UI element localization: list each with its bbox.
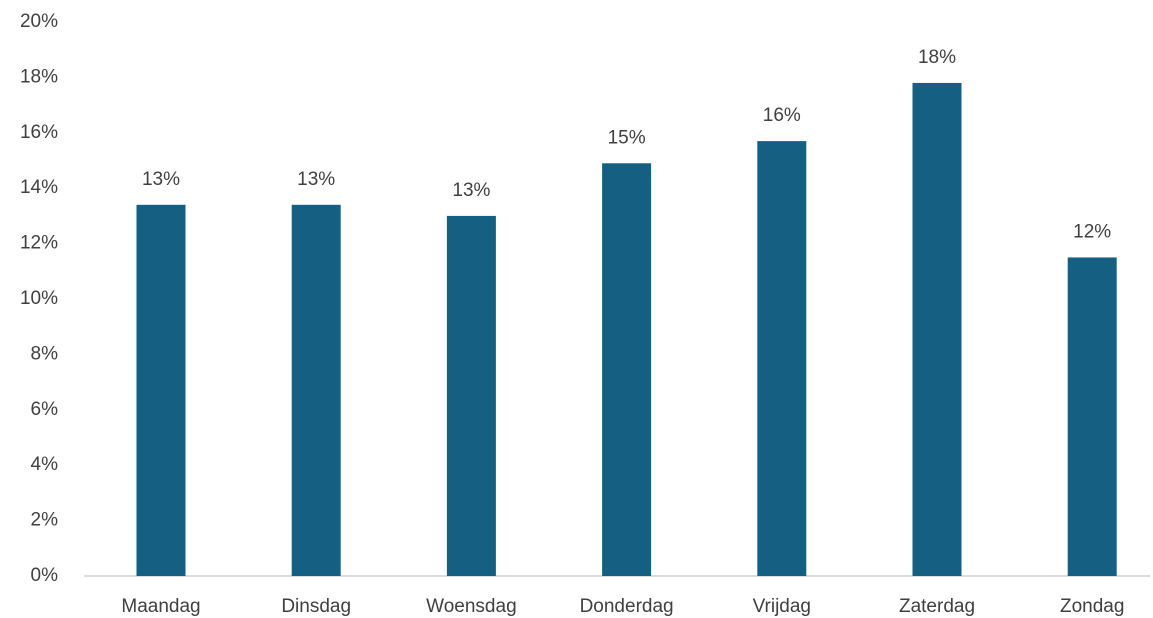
y-tick-label: 6% <box>31 399 59 420</box>
y-tick-label: 8% <box>31 343 59 364</box>
data-label: 13% <box>297 169 335 190</box>
y-tick-label: 0% <box>31 565 59 586</box>
x-tick-label: Donderdag <box>580 596 674 617</box>
data-label: 18% <box>918 47 956 68</box>
y-tick-label: 12% <box>20 233 58 254</box>
y-tick-label: 14% <box>20 177 58 198</box>
bar <box>912 82 962 576</box>
data-label: 13% <box>142 169 180 190</box>
y-tick-label: 18% <box>20 66 58 87</box>
bar <box>291 204 341 576</box>
bar <box>136 204 186 576</box>
y-tick-label: 16% <box>20 122 58 143</box>
y-tick-label: 4% <box>31 454 59 475</box>
bar <box>446 215 496 576</box>
x-tick-label: Maandag <box>121 596 200 617</box>
y-tick-label: 10% <box>20 288 58 309</box>
data-label: 16% <box>763 105 801 126</box>
bar <box>602 163 652 576</box>
x-tick-label: Vrijdag <box>753 596 811 617</box>
x-tick-label: Zondag <box>1060 596 1124 617</box>
x-tick-label: Woensdag <box>426 596 517 617</box>
data-label: 12% <box>1073 221 1111 242</box>
x-tick-label: Dinsdag <box>281 596 351 617</box>
data-label: 15% <box>608 127 646 148</box>
bar <box>757 141 807 577</box>
bar <box>1067 257 1117 576</box>
data-label: 13% <box>452 180 490 201</box>
x-tick-label: Zaterdag <box>899 596 975 617</box>
y-tick-label: 2% <box>31 510 59 531</box>
y-tick-label: 20% <box>20 11 58 32</box>
